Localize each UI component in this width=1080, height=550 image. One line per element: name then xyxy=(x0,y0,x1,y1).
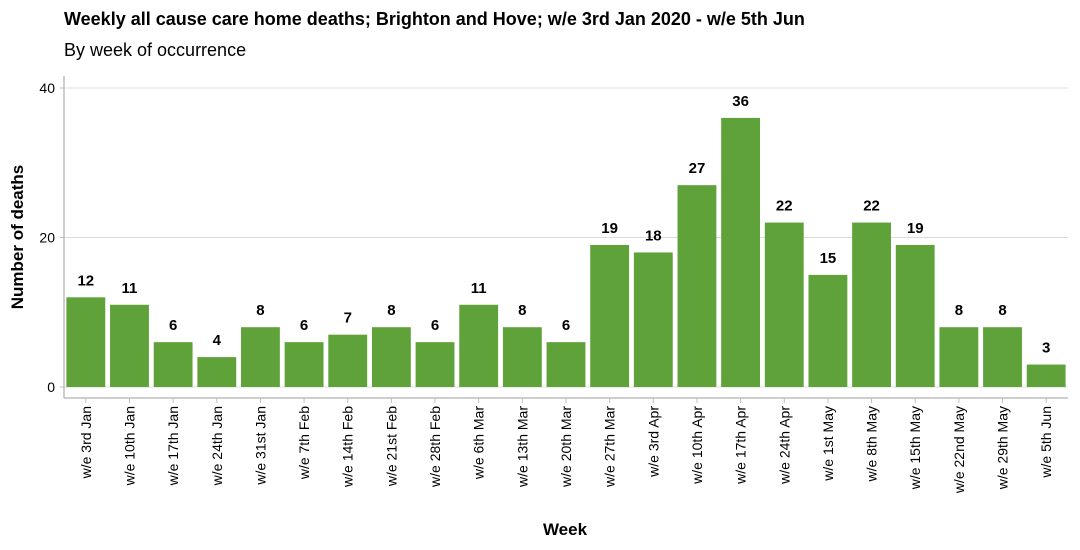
x-tick-label: w/e 1st May xyxy=(820,406,836,482)
y-axis-label: Number of deaths xyxy=(8,165,27,310)
bar xyxy=(459,304,499,387)
bar xyxy=(502,327,542,387)
bar xyxy=(808,274,848,387)
bar xyxy=(852,222,891,387)
x-tick-label: w/e 13th Mar xyxy=(514,406,530,488)
x-tick-label: w/e 22nd May xyxy=(951,406,967,494)
data-label: 4 xyxy=(213,332,222,349)
y-tick-label: 0 xyxy=(47,379,55,395)
bar xyxy=(939,327,979,387)
x-tick-label: w/e 20th Mar xyxy=(558,406,574,488)
data-label: 36 xyxy=(732,93,749,110)
x-axis-label: Week xyxy=(543,520,588,539)
chart-subtitle: By week of occurrence xyxy=(64,40,247,60)
bar xyxy=(633,252,673,387)
bar xyxy=(983,327,1022,387)
bar xyxy=(415,342,455,387)
bar xyxy=(677,185,717,387)
bar xyxy=(1026,364,1066,387)
x-tick-label: w/e 8th May xyxy=(864,406,880,482)
data-label: 11 xyxy=(122,280,138,297)
x-tick-label: w/e 10th Apr xyxy=(689,406,705,485)
bar xyxy=(197,357,237,387)
bar xyxy=(66,297,106,387)
y-tick-label: 40 xyxy=(39,80,55,96)
x-tick-label: w/e 24th Jan xyxy=(209,406,225,486)
x-tick-label: w/e 14th Feb xyxy=(340,406,356,488)
bar xyxy=(895,244,935,387)
data-label: 8 xyxy=(387,302,395,319)
data-label: 8 xyxy=(998,302,1006,319)
x-tick-label: w/e 3rd Apr xyxy=(645,406,661,478)
x-tick-label: w/e 15th May xyxy=(907,406,923,490)
x-tick-label: w/e 24th Apr xyxy=(776,406,792,485)
data-label: 8 xyxy=(518,302,526,319)
bar xyxy=(590,244,630,387)
data-label: 7 xyxy=(344,310,352,327)
data-label: 6 xyxy=(562,317,570,334)
x-tick-label: w/e 31st Jan xyxy=(252,406,268,486)
data-label: 6 xyxy=(169,317,177,334)
data-label: 15 xyxy=(820,250,837,267)
bar xyxy=(153,342,193,387)
bar xyxy=(546,342,586,387)
bar xyxy=(328,334,368,387)
data-label: 22 xyxy=(776,198,793,215)
bar xyxy=(110,304,149,387)
bar xyxy=(721,117,761,388)
bar xyxy=(371,327,411,387)
bar xyxy=(241,327,280,387)
x-tick-label: w/e 17th Apr xyxy=(733,406,749,485)
x-tick-label: w/e 27th Mar xyxy=(602,406,618,488)
data-label: 27 xyxy=(689,160,706,177)
data-label: 3 xyxy=(1042,340,1050,357)
data-label: 8 xyxy=(955,302,963,319)
data-label: 8 xyxy=(256,302,264,319)
bar xyxy=(764,222,804,387)
x-tick-label: w/e 3rd Jan xyxy=(78,406,94,479)
y-tick-label: 20 xyxy=(39,230,55,246)
chart-title: Weekly all cause care home deaths; Brigh… xyxy=(64,9,805,29)
data-label: 6 xyxy=(300,317,308,334)
x-tick-label: w/e 7th Feb xyxy=(296,406,312,480)
x-tick-label: w/e 21st Feb xyxy=(383,406,399,487)
data-label: 19 xyxy=(601,220,618,237)
x-tick-label: w/e 17th Jan xyxy=(165,406,181,486)
data-label: 22 xyxy=(863,198,880,215)
data-label: 6 xyxy=(431,317,439,334)
x-tick-label: w/e 29th May xyxy=(995,406,1011,490)
x-tick-label: w/e 6th Mar xyxy=(471,406,487,480)
data-label: 18 xyxy=(645,227,662,244)
x-tick-label: w/e 28th Feb xyxy=(427,406,443,488)
x-tick-label: w/e 10th Jan xyxy=(121,406,137,486)
data-label: 19 xyxy=(907,220,924,237)
bar xyxy=(284,342,324,387)
data-label: 12 xyxy=(77,272,94,289)
x-tick-label: w/e 5th Jun xyxy=(1038,406,1054,479)
data-label: 11 xyxy=(471,280,487,297)
